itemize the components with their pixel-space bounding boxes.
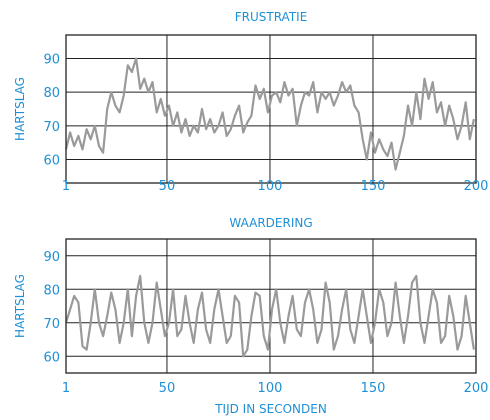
y-tick-label: 90	[43, 53, 60, 68]
y-tick-label: 80	[43, 86, 60, 101]
y-tick-label: 70	[43, 120, 60, 135]
x-tick-label: 50	[159, 179, 176, 194]
x-tick-label: 50	[159, 381, 176, 396]
y-tick-label: 60	[43, 153, 60, 168]
x-tick-label: 150	[361, 179, 386, 194]
chart-title: WAARDERING	[229, 216, 312, 230]
series-line	[64, 274, 475, 358]
plot-frame	[65, 34, 477, 184]
x-tick-label: 100	[258, 381, 283, 396]
x-tick-label: 200	[464, 179, 489, 194]
x-tick-label: 1	[62, 381, 70, 396]
chart-title: FRUSTRATIE	[235, 10, 308, 24]
plot-frame	[65, 238, 477, 374]
y-axis-label: HARTSLAG	[13, 274, 27, 338]
y-tick-label: 80	[43, 283, 60, 298]
y-tick-label: 60	[43, 350, 60, 365]
y-tick-label: 70	[43, 317, 60, 332]
x-tick-label: 200	[464, 381, 489, 396]
x-tick-label: 150	[361, 381, 386, 396]
y-axis-label: HARTSLAG	[13, 77, 27, 141]
x-axis-label: TIJD IN SECONDEN	[214, 402, 327, 416]
x-tick-label: 100	[258, 179, 283, 194]
x-tick-label: 1	[62, 179, 70, 194]
series-line	[64, 57, 475, 171]
y-tick-label: 90	[43, 250, 60, 265]
